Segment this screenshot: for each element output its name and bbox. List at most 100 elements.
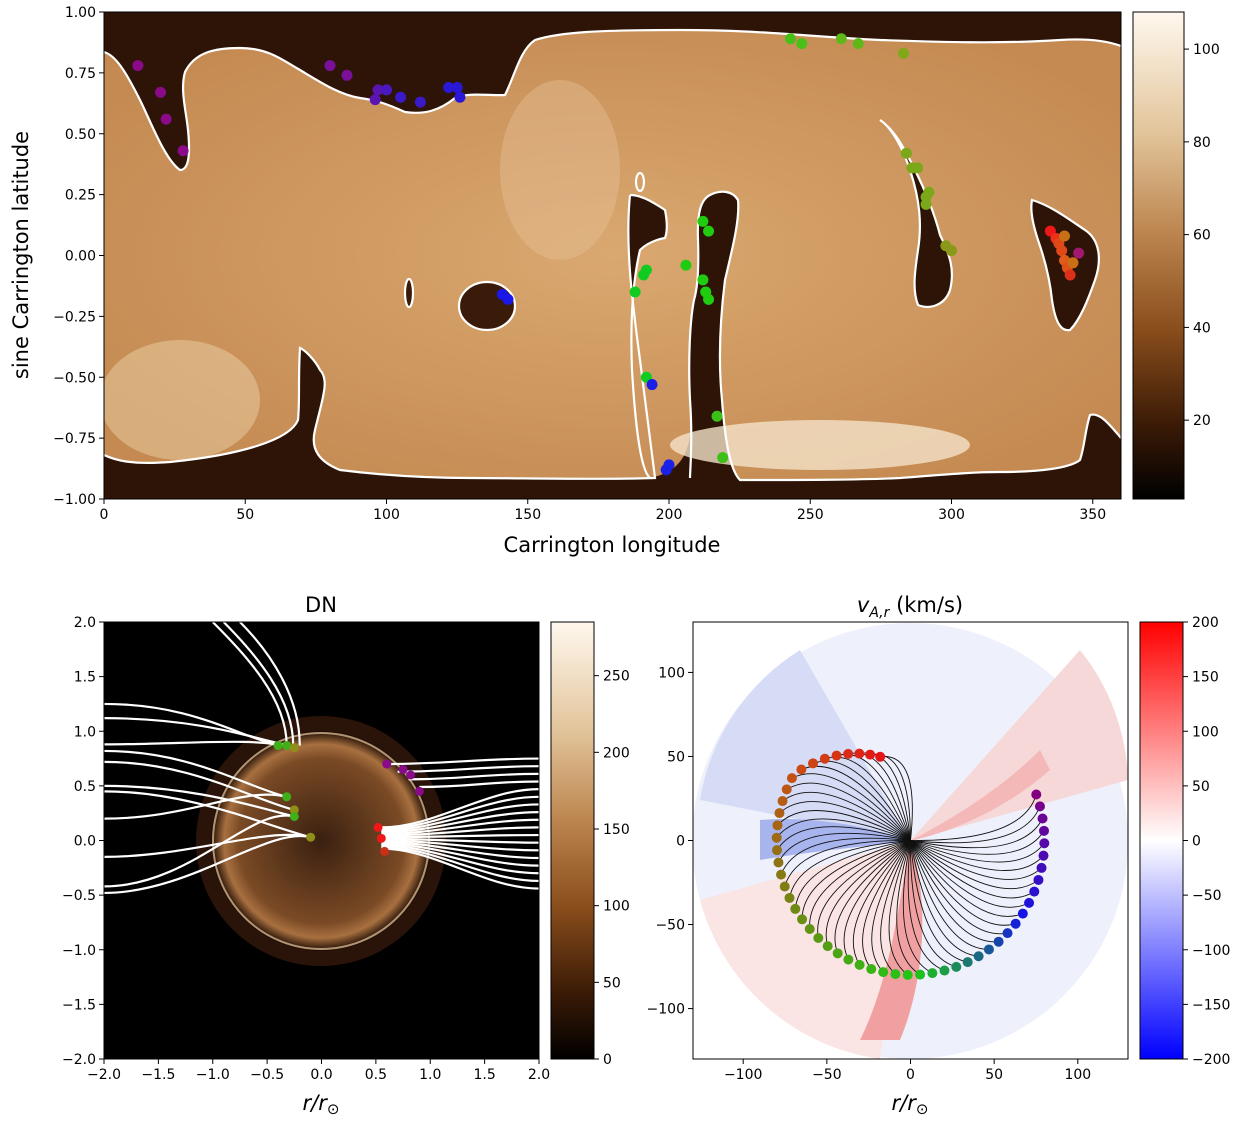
map-footpoint xyxy=(454,91,466,103)
va-footpoint xyxy=(774,808,785,819)
dn-xtick-label: −0.5 xyxy=(250,1067,284,1083)
va-field-line xyxy=(910,840,999,943)
map-footpoint xyxy=(443,81,455,93)
dn-footpoints xyxy=(273,740,424,856)
map-colorbar-fill xyxy=(1132,11,1185,500)
dn-footpoint xyxy=(382,759,392,769)
map-footpoint xyxy=(835,33,847,45)
va-footpoint xyxy=(890,969,901,980)
dn-field-line xyxy=(381,810,539,834)
va-footpoint xyxy=(781,784,792,795)
va-xtick-label: −50 xyxy=(812,1067,842,1083)
va-field-line xyxy=(843,840,911,960)
va-field-line xyxy=(910,818,1043,849)
dn-field-line xyxy=(381,833,539,839)
va-footpoint xyxy=(902,969,913,980)
map-footpoint xyxy=(160,113,172,125)
va-field-line xyxy=(910,840,1042,880)
map-y-ticks: −1.00 −0.75 −0.50 −0.25 0.00 0.25 0.50 0.75 1.00 xyxy=(53,5,104,508)
dn-field-line xyxy=(104,784,295,818)
open-field-regions xyxy=(104,30,1121,480)
contour-mid xyxy=(629,193,668,479)
va-x-label: r/r⊙ xyxy=(892,1091,929,1117)
va-blue-wedge xyxy=(760,819,910,860)
va-blue-sector xyxy=(700,650,910,841)
map-ytick-label: 0.25 xyxy=(65,188,96,204)
va-field-line xyxy=(888,840,911,976)
va-footpoint xyxy=(927,968,938,979)
dn-footpoint xyxy=(414,786,424,796)
dn-xtick-label: 0.0 xyxy=(310,1067,332,1083)
map-colorbar: 20 40 60 80 100 xyxy=(1132,11,1220,500)
va-footpoint xyxy=(832,948,843,959)
va-colorbar-ytick-label: 100 xyxy=(1192,724,1219,740)
dn-field-line xyxy=(104,790,311,839)
dn-field-line xyxy=(381,847,539,890)
va-field-line xyxy=(817,840,911,939)
map-footpoint xyxy=(923,186,935,198)
contour-south xyxy=(104,194,657,480)
va-footpoint xyxy=(939,965,950,976)
dn-footpoint xyxy=(406,770,416,780)
va-field-line xyxy=(778,832,911,863)
va-field-line xyxy=(910,830,1045,855)
dn-ytick-label: 1.0 xyxy=(74,724,96,740)
map-footpoint xyxy=(920,198,932,210)
va-red-wedge-2 xyxy=(910,750,1050,841)
va-footpoint xyxy=(773,857,784,868)
dn-field-lines xyxy=(104,622,539,895)
dn-footpoint xyxy=(282,740,292,750)
map-footpoint xyxy=(1073,247,1085,259)
va-field-line xyxy=(910,840,1008,935)
map-ytick-label: −0.50 xyxy=(53,370,96,386)
va-footpoint xyxy=(1024,897,1035,908)
contour-east2 xyxy=(1030,198,1100,332)
map-footpoint xyxy=(717,452,729,464)
map-footpoint xyxy=(414,96,426,108)
va-footpoint xyxy=(993,936,1004,947)
dn-colorbar-ytick-label: 100 xyxy=(603,899,630,915)
contour-hole xyxy=(457,280,517,332)
va-footpoint xyxy=(797,914,808,925)
dn-ytick-label: −1.5 xyxy=(62,997,96,1013)
va-ytick-label: 0 xyxy=(676,834,685,850)
dn-x-label: r/r⊙ xyxy=(303,1091,340,1117)
va-ytick-label: 50 xyxy=(667,749,685,765)
va-ytick-label: −50 xyxy=(655,918,685,934)
va-field-line xyxy=(791,773,911,841)
va-footpoint xyxy=(776,869,787,880)
dn-xtick-label: −1.5 xyxy=(141,1067,175,1083)
small-hole-2 xyxy=(405,279,413,307)
va-colorbar-ytick-label: 0 xyxy=(1192,834,1201,850)
va-field-line xyxy=(910,840,957,968)
va-title: vA,r (km/s) xyxy=(857,593,963,621)
va-footpoint xyxy=(1010,918,1021,929)
dn-footpoint xyxy=(289,811,299,821)
dn-footpoint xyxy=(376,833,386,843)
va-red-sector xyxy=(910,650,1128,841)
dn-footpoint xyxy=(398,764,408,774)
dn-field-line xyxy=(104,760,295,811)
map-colorbar-ytick-label: 80 xyxy=(1193,135,1211,151)
map-footpoint xyxy=(502,293,514,305)
va-field-line xyxy=(896,840,921,975)
dn-colorbar-ytick-label: 0 xyxy=(603,1052,612,1068)
va-footpoint xyxy=(1034,801,1045,812)
va-field-line xyxy=(801,840,911,920)
va-field-line xyxy=(902,840,933,974)
va-field-line xyxy=(907,840,945,971)
va-field-line xyxy=(910,840,1045,863)
va-field-line xyxy=(910,794,1037,841)
closed-field-region-east xyxy=(880,120,952,307)
dn-xtick-label: 2.0 xyxy=(528,1067,550,1083)
va-colorbar-ticks: −200 −150 −100 −50 0 50 100 150 200 xyxy=(1183,615,1230,1068)
map-footpoint xyxy=(372,84,384,96)
va-footpoint xyxy=(804,924,815,935)
va-footpoint xyxy=(854,748,865,759)
map-footpoint xyxy=(381,84,392,96)
dn-footpoint xyxy=(289,805,299,815)
dn-colorbar-ticks: 0 50 100 150 200 250 xyxy=(594,669,630,1068)
map-xtick-label: 300 xyxy=(938,507,965,523)
